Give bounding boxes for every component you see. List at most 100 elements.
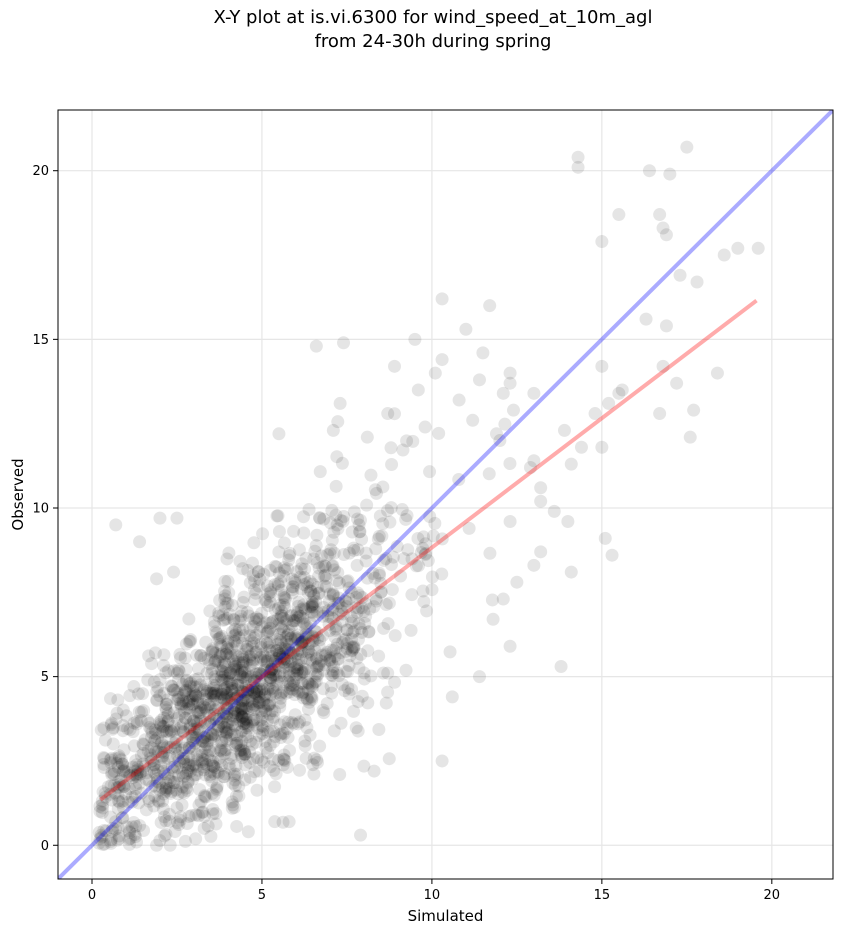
- scatter-point: [345, 682, 359, 696]
- scatter-point: [381, 504, 395, 518]
- scatter-point: [381, 407, 395, 421]
- scatter-point: [281, 655, 295, 669]
- scatter-point: [203, 753, 217, 767]
- scatter-point: [235, 605, 249, 619]
- scatter-point: [152, 776, 166, 790]
- scatter-point: [305, 600, 319, 614]
- scatter-point: [231, 767, 245, 781]
- scatter-point: [190, 748, 204, 762]
- scatter-point: [236, 706, 250, 720]
- scatter-point: [242, 609, 256, 623]
- scatter-point: [318, 579, 332, 593]
- scatter-point: [351, 632, 365, 646]
- scatter-point: [751, 241, 765, 255]
- scatter-point: [300, 691, 314, 705]
- scatter-point: [209, 625, 223, 639]
- scatter-point: [341, 574, 355, 588]
- scatter-point: [466, 413, 480, 427]
- scatter-point: [272, 617, 286, 631]
- scatter-point: [213, 743, 227, 757]
- scatter-point: [234, 701, 248, 715]
- scatter-point: [290, 664, 304, 678]
- scatter-point: [211, 720, 225, 734]
- scatter-point: [178, 769, 192, 783]
- scatter-point: [172, 693, 186, 707]
- scatter-point: [266, 614, 280, 628]
- scatter-point: [299, 630, 313, 644]
- scatter-point: [218, 690, 232, 704]
- scatter-point: [209, 712, 223, 726]
- scatter-point: [237, 666, 251, 680]
- scatter-point: [301, 628, 315, 642]
- scatter-point: [237, 590, 251, 604]
- scatter-point: [373, 568, 387, 582]
- scatter-point: [411, 383, 425, 397]
- scatter-point: [335, 636, 349, 650]
- scatter-point: [357, 605, 371, 619]
- scatter-point: [252, 690, 266, 704]
- scatter-point: [186, 689, 200, 703]
- scatter-point: [329, 623, 343, 637]
- scatter-point: [200, 666, 214, 680]
- scatter-point: [510, 575, 524, 589]
- scatter-point: [346, 626, 360, 640]
- scatter-point: [382, 596, 396, 610]
- scatter-point: [208, 646, 222, 660]
- scatter-point: [310, 605, 324, 619]
- scatter-point: [151, 794, 165, 808]
- scatter-point: [369, 594, 383, 608]
- scatter-point: [251, 612, 265, 626]
- scatter-point: [153, 715, 167, 729]
- scatter-point: [182, 695, 196, 709]
- scatter-point: [263, 665, 277, 679]
- scatter-point: [220, 734, 234, 748]
- scatter-point: [179, 685, 193, 699]
- scatter-point: [168, 736, 182, 750]
- scatter-point: [324, 516, 338, 530]
- scatter-point: [261, 725, 275, 739]
- scatter-point: [207, 744, 221, 758]
- scatter-point: [134, 786, 148, 800]
- scatter-point: [342, 658, 356, 672]
- scatter-point: [197, 682, 211, 696]
- scatter-point: [353, 513, 367, 527]
- scatter-point: [277, 590, 291, 604]
- scatter-point: [135, 705, 149, 719]
- scatter-point: [227, 705, 241, 719]
- scatter-point: [372, 722, 386, 736]
- scatter-point: [182, 741, 196, 755]
- scatter-point: [226, 713, 240, 727]
- scatter-point: [203, 770, 217, 784]
- scatter-point: [255, 704, 269, 718]
- scatter-point: [205, 758, 219, 772]
- scatter-point: [303, 677, 317, 691]
- scatter-point: [351, 512, 365, 526]
- scatter-point: [216, 659, 230, 673]
- scatter-point: [324, 679, 338, 693]
- scatter-point: [329, 619, 343, 633]
- scatter-point: [168, 760, 182, 774]
- scatter-point: [236, 636, 250, 650]
- scatter-point: [160, 725, 174, 739]
- scatter-point: [191, 696, 205, 710]
- scatter-point: [306, 597, 320, 611]
- scatter-point: [112, 751, 126, 765]
- scatter-point: [280, 643, 294, 657]
- scatter-point: [98, 733, 112, 747]
- scatter-point: [255, 710, 269, 724]
- scatter-point: [189, 808, 203, 822]
- scatter-point: [306, 680, 320, 694]
- scatter-point: [297, 510, 311, 524]
- scatter-point: [256, 723, 270, 737]
- scatter-point: [416, 541, 430, 555]
- scatter-point: [209, 653, 223, 667]
- scatter-point: [98, 786, 112, 800]
- scatter-point: [326, 588, 340, 602]
- scatter-point: [229, 759, 243, 773]
- scatter-point: [197, 763, 211, 777]
- scatter-point: [274, 641, 288, 655]
- scatter-point: [200, 729, 214, 743]
- scatter-point: [228, 779, 242, 793]
- scatter-point: [129, 782, 143, 796]
- scatter-point: [527, 386, 541, 400]
